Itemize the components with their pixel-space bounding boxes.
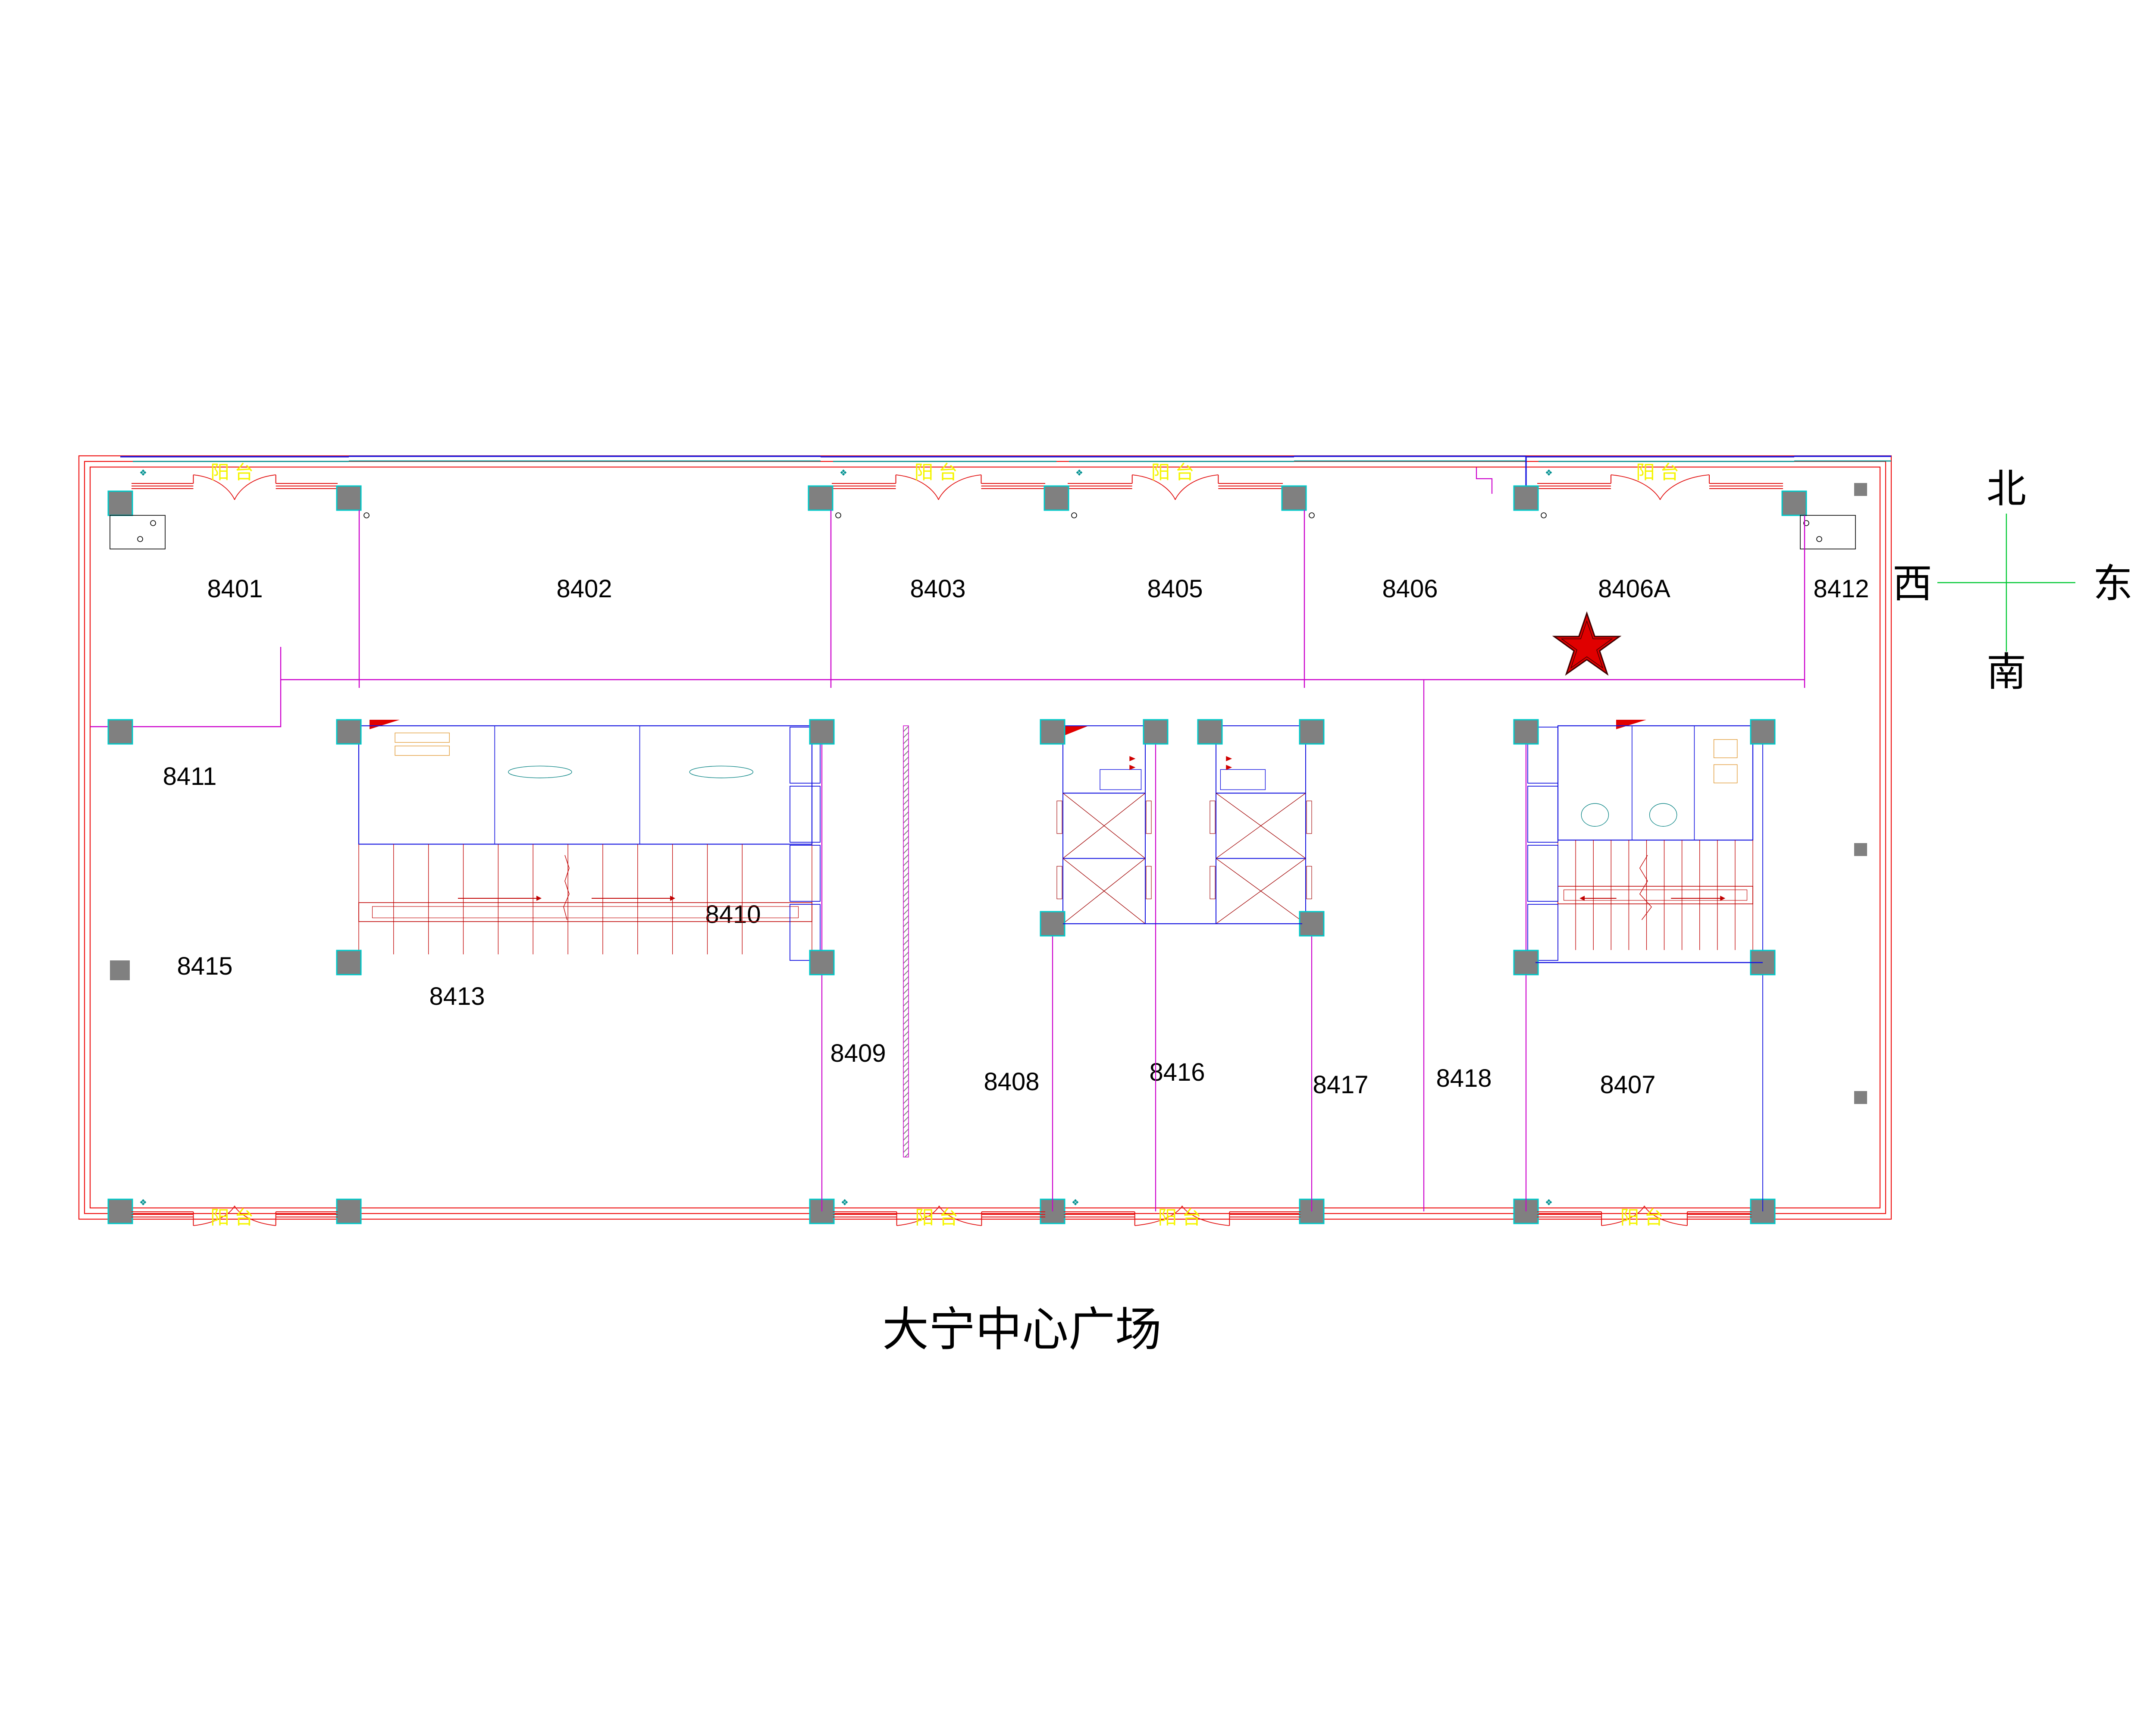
svg-text:❖: ❖: [840, 468, 847, 478]
svg-text:阳台: 阳台: [210, 1207, 259, 1228]
svg-text:8412: 8412: [1813, 575, 1869, 603]
svg-text:8403: 8403: [910, 575, 965, 603]
svg-text:8411: 8411: [163, 762, 217, 790]
svg-text:8415: 8415: [177, 952, 232, 980]
svg-text:东: 东: [2093, 562, 2133, 606]
svg-text:西: 西: [1893, 562, 1932, 606]
svg-text:8408: 8408: [984, 1068, 1039, 1096]
svg-text:8406: 8406: [1382, 575, 1438, 603]
svg-text:❖: ❖: [139, 468, 147, 478]
svg-text:阳台: 阳台: [915, 462, 963, 483]
svg-text:8413: 8413: [429, 982, 485, 1010]
svg-text:❖: ❖: [1075, 468, 1083, 478]
svg-text:❖: ❖: [1545, 468, 1553, 478]
svg-text:8401: 8401: [207, 575, 263, 603]
svg-text:8406A: 8406A: [1598, 575, 1670, 603]
svg-text:阳台: 阳台: [1158, 1207, 1206, 1228]
svg-text:❖: ❖: [1072, 1198, 1079, 1208]
svg-text:阳台: 阳台: [210, 462, 259, 483]
svg-text:大宁中心广场: 大宁中心广场: [882, 1303, 1162, 1355]
svg-text:8407: 8407: [1600, 1071, 1655, 1099]
svg-text:阳台: 阳台: [1620, 1207, 1669, 1228]
svg-text:阳台: 阳台: [915, 1207, 963, 1228]
svg-text:8410: 8410: [705, 900, 761, 928]
svg-text:阳台: 阳台: [1151, 462, 1200, 483]
svg-text:8417: 8417: [1313, 1071, 1368, 1099]
svg-text:北: 北: [1987, 467, 2026, 511]
svg-text:8418: 8418: [1436, 1064, 1492, 1092]
svg-text:南: 南: [1987, 650, 2026, 694]
svg-text:❖: ❖: [841, 1198, 849, 1208]
svg-text:❖: ❖: [1545, 1198, 1553, 1208]
svg-text:❖: ❖: [139, 1198, 147, 1208]
svg-text:阳台: 阳台: [1636, 462, 1684, 483]
svg-text:8409: 8409: [830, 1039, 886, 1067]
svg-text:8405: 8405: [1147, 575, 1203, 603]
svg-text:8416: 8416: [1149, 1058, 1205, 1086]
svg-text:8402: 8402: [556, 575, 612, 603]
